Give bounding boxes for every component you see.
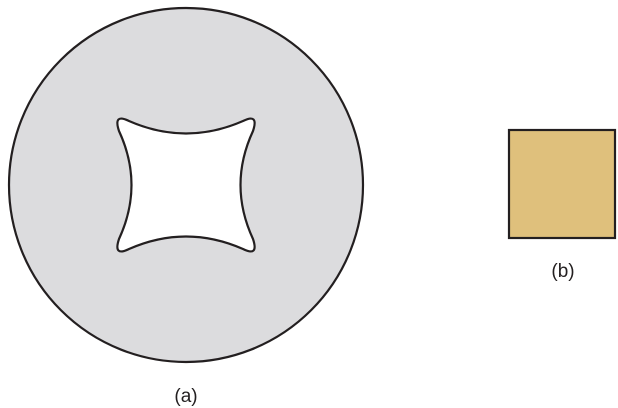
- solid-square: [507, 128, 617, 240]
- caption-b: (b): [551, 261, 574, 282]
- panel-b: (b): [507, 128, 617, 282]
- concave-square-hole: [116, 117, 256, 253]
- panel-a: (a): [7, 6, 365, 407]
- caption-a: (a): [174, 386, 197, 407]
